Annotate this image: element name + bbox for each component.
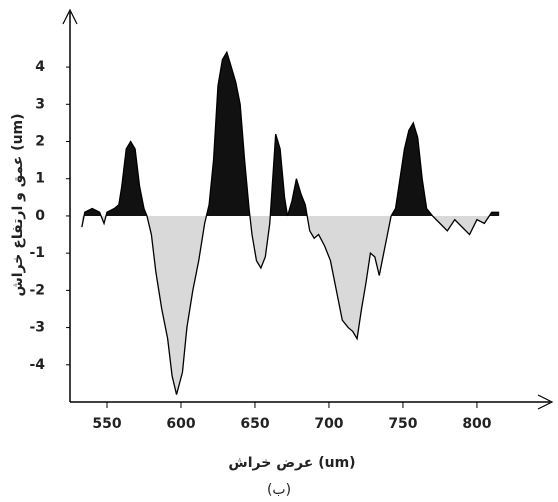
plot-area <box>81 50 500 395</box>
area-below <box>81 215 490 395</box>
y-tick-label: -2 <box>29 282 45 298</box>
x-tick-label: 550 <box>92 416 121 432</box>
area-above <box>81 52 500 216</box>
y-tick-label: 0 <box>35 208 45 224</box>
x-tick-label: 800 <box>462 416 491 432</box>
y-tick-label: 2 <box>35 134 45 150</box>
y-tick-label: -3 <box>29 320 45 336</box>
x-tick-label: 750 <box>388 416 417 432</box>
y-tick-label: 4 <box>35 59 45 75</box>
y-tick-label: -1 <box>29 245 45 261</box>
x-tick-label: 600 <box>166 416 195 432</box>
y-axis-arrow <box>62 8 78 25</box>
caption: (ب) <box>267 482 291 498</box>
profile-line <box>81 50 500 395</box>
y-tick-label: 1 <box>35 171 45 187</box>
y-tick-label: 3 <box>35 96 45 112</box>
x-axis-arrow <box>537 394 554 410</box>
x-tick-label: 650 <box>240 416 269 432</box>
x-axis-label: عرض خراش (um) <box>228 455 355 471</box>
y-tick-label: -4 <box>29 357 45 373</box>
x-tick-label: 700 <box>314 416 343 432</box>
y-axis-label: عمق و ارتفاع خراش (um) <box>10 113 26 296</box>
